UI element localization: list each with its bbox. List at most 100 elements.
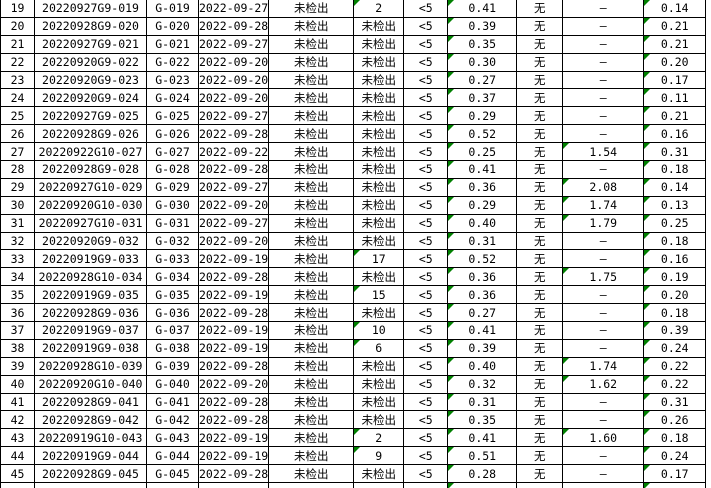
cell-row-no[interactable]: 34 [0, 267, 35, 287]
cell-value-a[interactable]: 0.41 [447, 321, 518, 340]
cell-result-a[interactable]: 未检出 [268, 16, 355, 36]
cell-sample-id[interactable]: 20220922G10-027 [34, 142, 147, 162]
cell-value-c[interactable]: 0.19 [643, 267, 707, 287]
cell-result-b[interactable]: 未检出 [353, 267, 405, 287]
cell-sampling-date[interactable]: 2022-09-19 [197, 428, 270, 448]
cell-sampling-date[interactable]: 2022-09-20 [197, 195, 270, 215]
cell-value-c[interactable]: 0.18 [643, 303, 707, 323]
cell-threshold[interactable]: <5 [403, 70, 449, 90]
cell-threshold[interactable]: <5 [403, 392, 449, 412]
cell-sample-code[interactable]: G-025 [146, 106, 199, 126]
cell-result-a[interactable]: 未检出 [268, 428, 355, 448]
cell-value-b[interactable]: – [562, 392, 645, 412]
cell-sampling-date[interactable]: 2022-09-20 [197, 231, 270, 251]
cell-flag[interactable]: 无 [516, 321, 564, 340]
cell-value-c[interactable]: 0.17 [643, 70, 707, 90]
cell-sample-code[interactable]: G-029 [146, 177, 199, 197]
cell-threshold[interactable]: <5 [403, 303, 449, 323]
cell-threshold[interactable]: <5 [403, 160, 449, 179]
cell-sample-code[interactable]: G-030 [146, 195, 199, 215]
cell-flag[interactable]: 无 [516, 356, 564, 376]
cell-value-c[interactable]: 0.22 [643, 374, 707, 394]
cell-sample-code[interactable]: G-020 [146, 16, 199, 36]
cell-value-a[interactable]: 0.52 [447, 124, 518, 144]
cell-value-a[interactable]: 0.31 [447, 392, 518, 412]
cell-row-no[interactable]: 20 [0, 16, 35, 36]
cell-result-b[interactable]: 15 [353, 285, 405, 305]
cell-result-b[interactable]: 未检出 [353, 16, 405, 36]
cell-value-a[interactable]: 0.28 [447, 464, 518, 484]
cell-sampling-date[interactable]: 2022-09-20 [197, 52, 270, 72]
cell-threshold[interactable]: <5 [403, 374, 449, 394]
cell-value-b[interactable] [562, 482, 645, 488]
cell-value-c[interactable]: 0.20 [643, 52, 707, 72]
cell-result-a[interactable]: 未检出 [268, 356, 355, 376]
cell-flag[interactable]: 无 [516, 142, 564, 162]
cell-threshold[interactable]: <5 [403, 195, 449, 215]
cell-result-a[interactable]: 未检出 [268, 106, 355, 126]
cell-value-a[interactable]: 0.30 [447, 52, 518, 72]
cell-result-a[interactable]: 未检出 [268, 0, 355, 18]
cell-flag[interactable]: 无 [516, 338, 564, 358]
cell-threshold[interactable]: <5 [403, 267, 449, 287]
cell-sample-id[interactable]: 20220920G9-032 [34, 231, 147, 251]
cell-result-b[interactable]: 未检出 [353, 195, 405, 215]
cell-flag[interactable]: 无 [516, 195, 564, 215]
cell-result-b[interactable]: 未检出 [353, 124, 405, 144]
cell-result-a[interactable]: 未检出 [268, 124, 355, 144]
cell-flag[interactable]: 无 [516, 160, 564, 179]
cell-result-b[interactable]: 未检出 [353, 303, 405, 323]
cell-threshold[interactable]: <5 [403, 52, 449, 72]
cell-value-c[interactable]: 0.24 [643, 338, 707, 358]
cell-value-a[interactable]: 0.29 [447, 106, 518, 126]
cell-sample-id[interactable]: 20220927G9-025 [34, 106, 147, 126]
cell-value-a[interactable]: 0.52 [447, 249, 518, 269]
cell-sample-code[interactable]: G-041 [146, 392, 199, 412]
cell-sampling-date[interactable]: 2022-09-19 [197, 321, 270, 340]
cell-value-b[interactable]: 1.74 [562, 195, 645, 215]
cell-sample-code[interactable]: G-026 [146, 124, 199, 144]
cell-result-b[interactable]: 6 [353, 338, 405, 358]
cell-result-b[interactable]: 未检出 [353, 52, 405, 72]
cell-sample-id[interactable]: 20220928G10-034 [34, 267, 147, 287]
cell-value-b[interactable]: – [562, 231, 645, 251]
cell-value-a[interactable]: 0.40 [447, 356, 518, 376]
cell-flag[interactable]: 无 [516, 410, 564, 430]
cell-sampling-date[interactable]: 2022-09-27 [197, 177, 270, 197]
cell-result-b[interactable]: 未检出 [353, 34, 405, 54]
cell-threshold[interactable]: <5 [403, 213, 449, 233]
cell-sample-code[interactable]: G-043 [146, 428, 199, 448]
cell-threshold[interactable] [403, 482, 449, 488]
cell-row-no[interactable]: 43 [0, 428, 35, 448]
cell-value-b[interactable]: – [562, 16, 645, 36]
cell-value-b[interactable]: – [562, 464, 645, 484]
cell-result-a[interactable] [268, 482, 355, 488]
cell-flag[interactable]: 无 [516, 70, 564, 90]
cell-sampling-date[interactable]: 2022-09-28 [197, 464, 270, 484]
cell-value-b[interactable]: 1.75 [562, 267, 645, 287]
cell-sample-id[interactable]: 20220920G10-030 [34, 195, 147, 215]
cell-value-b[interactable]: – [562, 88, 645, 108]
cell-value-a[interactable]: 0.35 [447, 410, 518, 430]
cell-flag[interactable]: 无 [516, 231, 564, 251]
cell-sample-code[interactable]: G-031 [146, 213, 199, 233]
cell-sampling-date[interactable]: 2022-09-27 [197, 213, 270, 233]
cell-result-a[interactable]: 未检出 [268, 410, 355, 430]
cell-sample-id[interactable]: 20220920G9-024 [34, 88, 147, 108]
cell-sample-id[interactable]: 20220919G9-038 [34, 338, 147, 358]
cell-result-a[interactable]: 未检出 [268, 177, 355, 197]
cell-row-no[interactable]: 29 [0, 177, 35, 197]
cell-flag[interactable]: 无 [516, 177, 564, 197]
cell-flag[interactable]: 无 [516, 106, 564, 126]
cell-result-a[interactable]: 未检出 [268, 285, 355, 305]
cell-row-no[interactable]: 36 [0, 303, 35, 323]
cell-result-b[interactable]: 未检出 [353, 231, 405, 251]
cell-result-b[interactable]: 未检出 [353, 142, 405, 162]
cell-value-a[interactable]: 0.37 [447, 88, 518, 108]
cell-value-b[interactable]: – [562, 303, 645, 323]
cell-row-no[interactable]: 41 [0, 392, 35, 412]
cell-value-b[interactable]: 1.79 [562, 213, 645, 233]
cell-sampling-date[interactable]: 2022-09-28 [197, 160, 270, 179]
cell-result-b[interactable]: 10 [353, 321, 405, 340]
cell-row-no[interactable]: 30 [0, 195, 35, 215]
